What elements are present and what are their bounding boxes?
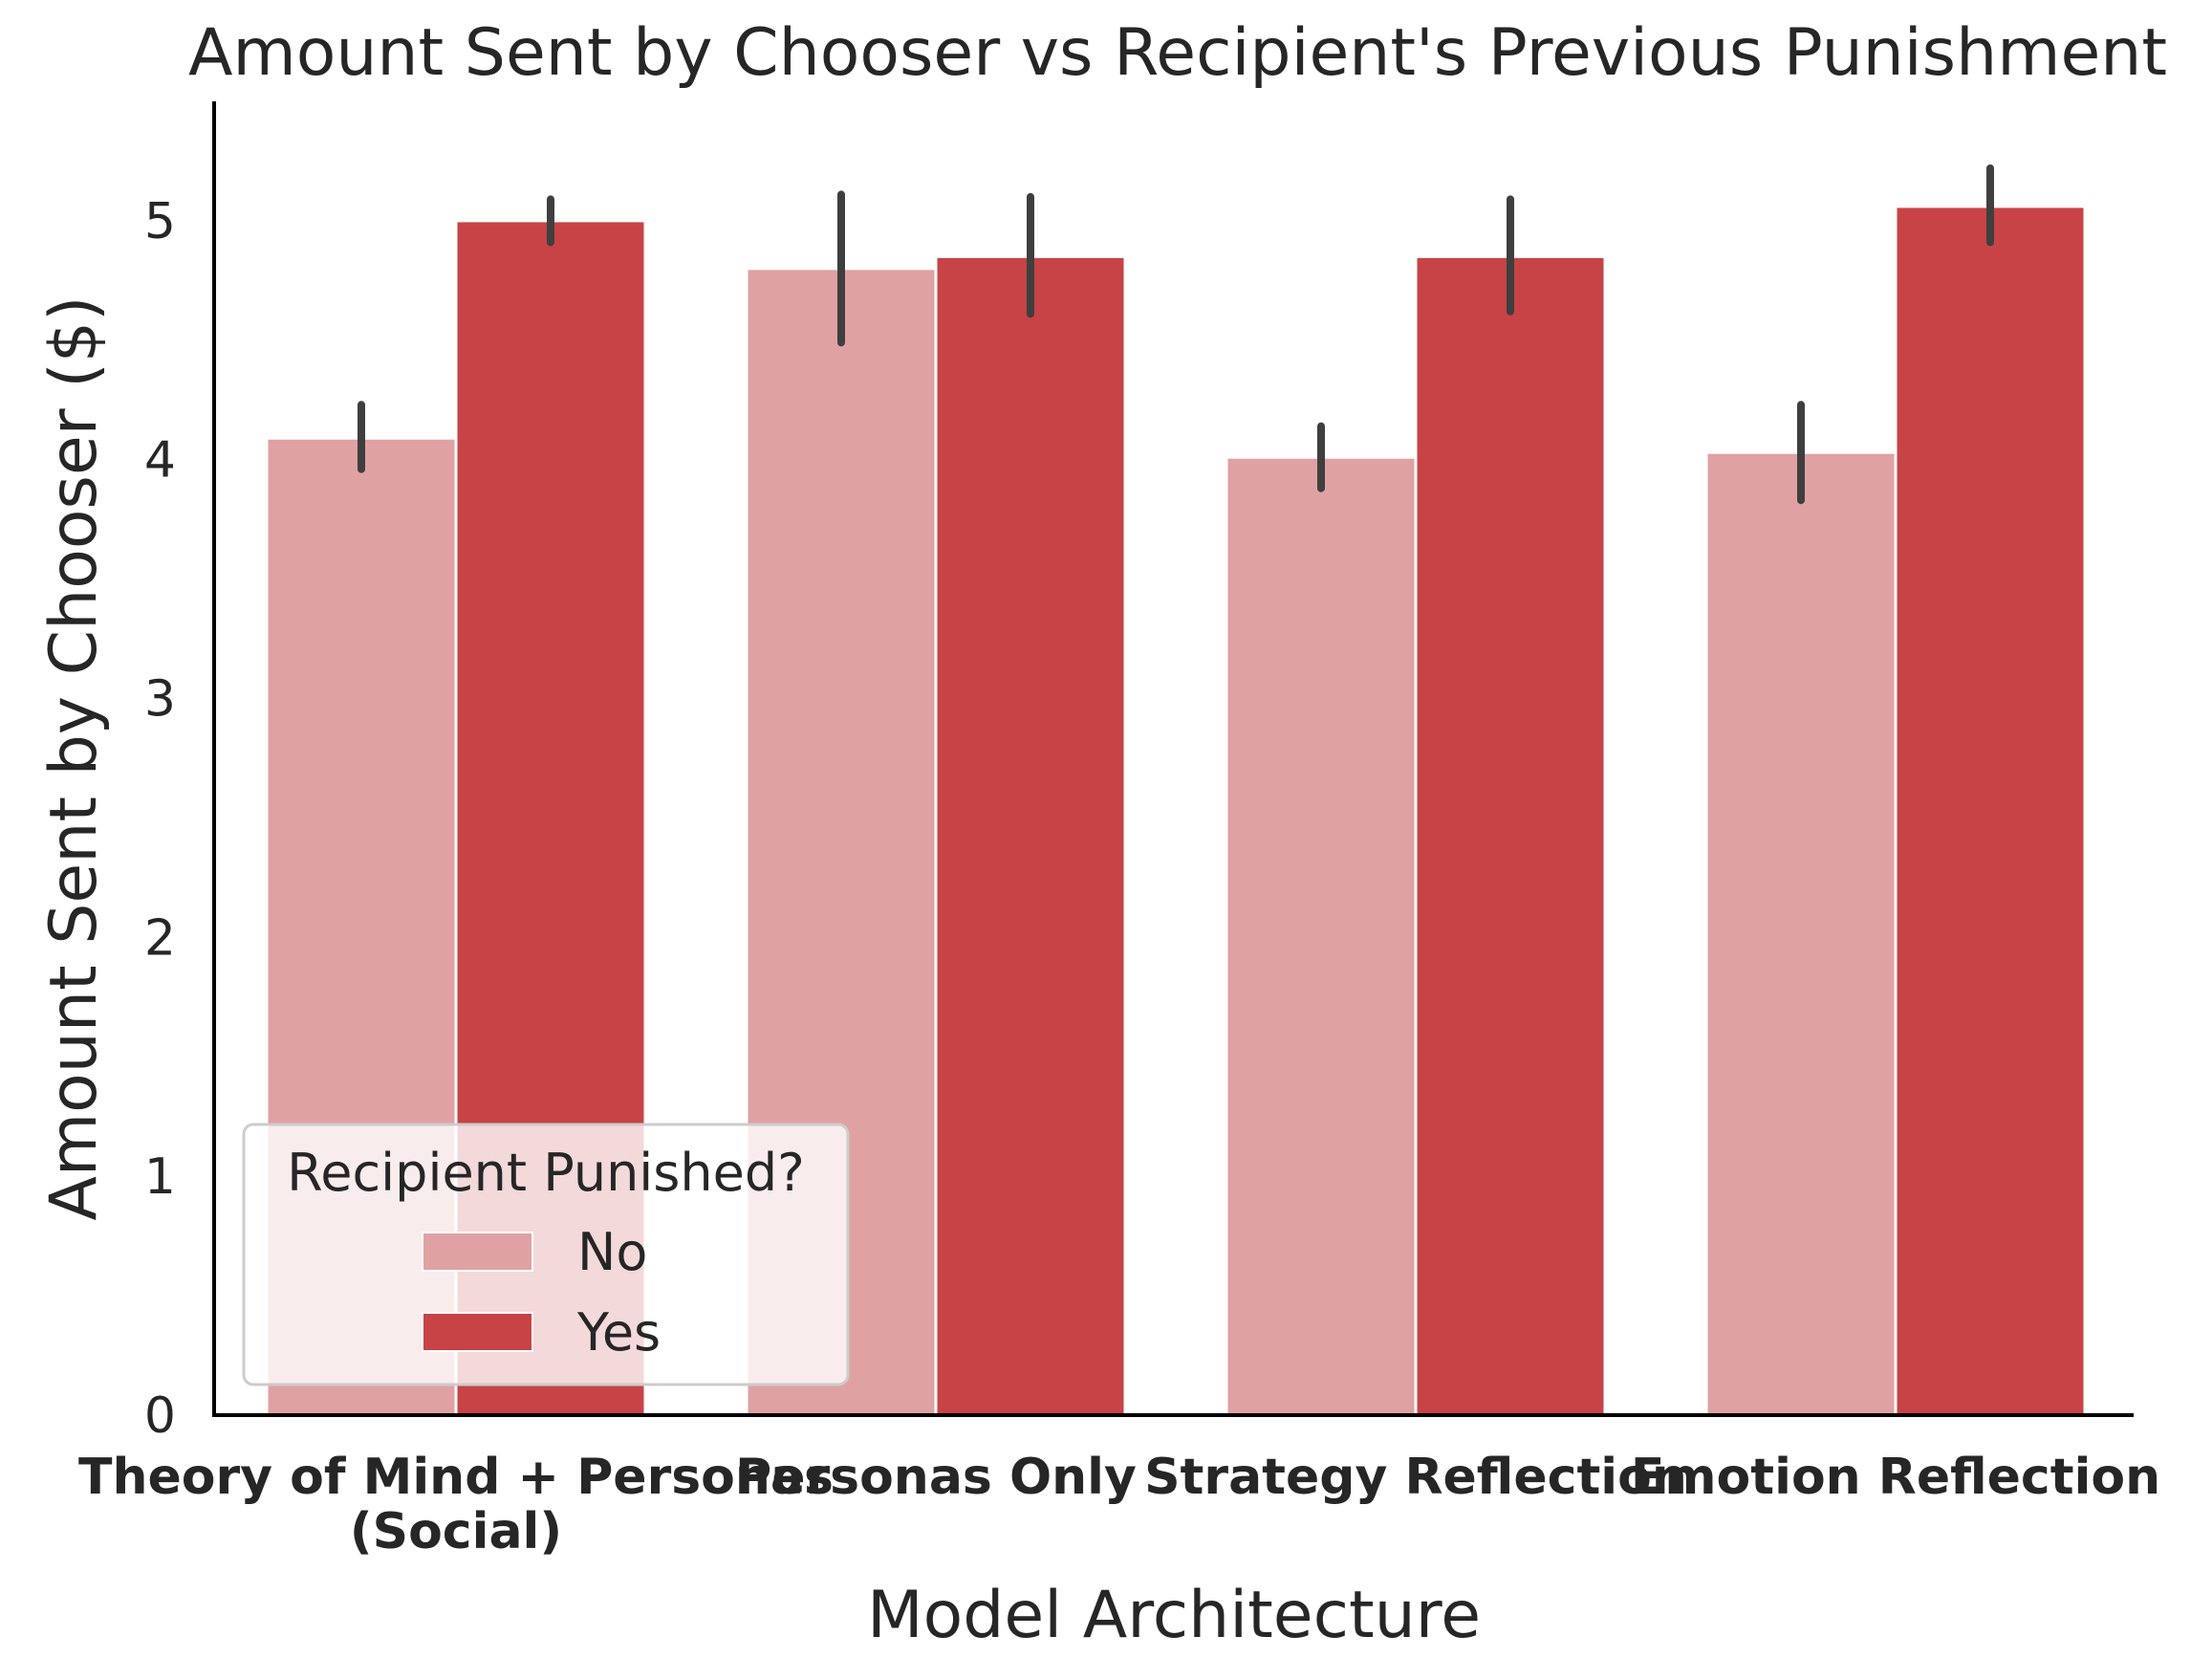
bar-yes-2: [1414, 254, 1607, 1417]
legend-label-yes: Yes: [576, 1302, 661, 1363]
x-tick-label-2-line-0: Strategy Reflection: [1144, 1449, 1687, 1506]
y-axis-label: Amount Sent by Chooser ($): [36, 295, 112, 1220]
legend-box: [242, 1123, 850, 1386]
bar-no-2: [1225, 455, 1418, 1417]
y-tick-label-0: 0: [144, 1387, 176, 1445]
errorbars-layer: [358, 164, 1994, 505]
x-axis-label: Model Architecture: [867, 1578, 1481, 1653]
legend-swatch-no: [422, 1232, 533, 1272]
legend-label-no: No: [577, 1222, 647, 1282]
chart-title: Amount Sent by Chooser vs Recipient's Pr…: [188, 15, 2167, 91]
x-tick-label-1-line-0: Personas Only: [735, 1449, 1137, 1506]
bar-no-3: [1704, 450, 1898, 1417]
x-tick-label-0-line-0: Theory of Mind + Personas: [78, 1449, 834, 1506]
y-tick-label-3: 3: [144, 671, 176, 729]
y-ticks: 0 1 2 3 4 5: [144, 193, 176, 1445]
x-tick-label-0-line-1: (Social): [350, 1503, 562, 1560]
legend-title: Recipient Punished?: [287, 1143, 805, 1203]
y-tick-label-1: 1: [144, 1148, 176, 1206]
y-tick-label-2: 2: [144, 909, 176, 967]
x-tick-label-3-line-0: Emotion Reflection: [1631, 1449, 2160, 1506]
legend-swatch-yes: [422, 1312, 533, 1352]
bar-yes-1: [934, 254, 1127, 1417]
legend: Recipient Punished? No Yes: [242, 1123, 850, 1386]
x-category-labels: Theory of Mind + Personas(Social) Persona…: [78, 1449, 2160, 1560]
bar-yes-3: [1894, 205, 2087, 1417]
y-tick-label-5: 5: [144, 193, 176, 251]
y-tick-label-4: 4: [144, 432, 176, 490]
